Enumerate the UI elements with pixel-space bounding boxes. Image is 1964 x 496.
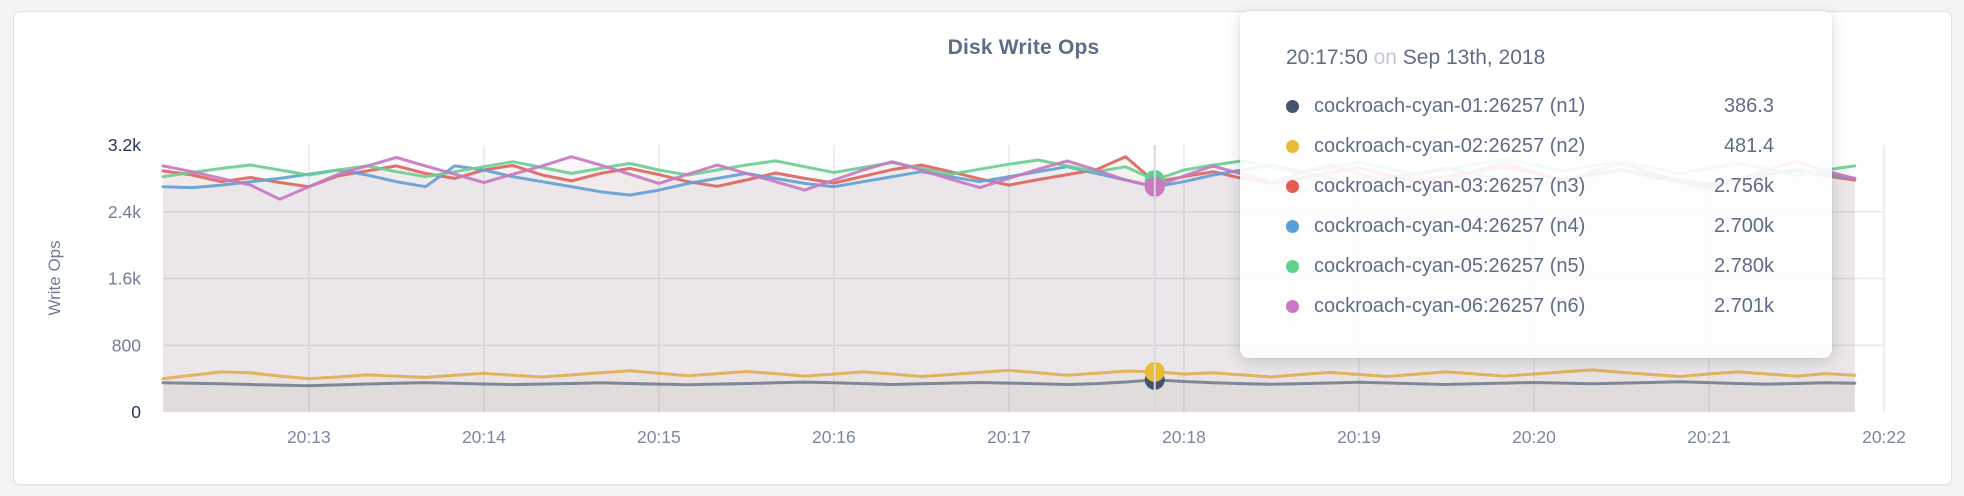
tooltip-series-value: 481.4 (1723, 134, 1774, 157)
x-axis-tick-label: 20:14 (462, 427, 506, 447)
tooltip-series-row: cockroach-cyan-04:26257 (n4) 2.700k (1286, 206, 1774, 246)
series-line-n2 (161, 368, 1857, 381)
tooltip-series-row: cockroach-cyan-02:26257 (n2) 481.4 (1286, 126, 1774, 166)
y-axis-tick-label: 2.4k (108, 202, 141, 222)
series-dot-icon (1286, 139, 1299, 153)
tooltip-timestamp: 20:17:50 on Sep 13th, 2018 (1286, 45, 1774, 71)
y-axis-tick-label: 1.6k (108, 269, 141, 289)
y-axis-title: Write Ops (45, 240, 64, 315)
x-axis-tick-label: 20:15 (637, 427, 681, 447)
tooltip-series-value: 2.756k (1713, 174, 1774, 197)
y-axis-tick-label: 800 (112, 335, 141, 355)
tooltip-series-label: cockroach-cyan-03:26257 (n3) (1314, 174, 1586, 197)
tooltip-connector: on (1373, 46, 1397, 69)
series-area-n2 (163, 369, 1855, 412)
tooltip-series-label: cockroach-cyan-02:26257 (n2) (1314, 134, 1586, 157)
tooltip-series-label: cockroach-cyan-05:26257 (n5) (1314, 254, 1586, 277)
x-axis-tick-label: 20:18 (1162, 427, 1206, 447)
tooltip-series-value: 2.780k (1713, 254, 1774, 277)
x-axis-tick-label: 20:13 (287, 427, 331, 447)
y-axis-tick-label: 0 (131, 402, 141, 422)
tooltip-series-value: 2.701k (1713, 294, 1774, 317)
series-dot-icon (1286, 219, 1299, 233)
x-axis-tick-label: 20:22 (1862, 427, 1906, 447)
series-line-n1 (161, 378, 1857, 388)
series-dot-icon (1286, 259, 1299, 273)
series-area-n1 (163, 379, 1855, 412)
x-axis-tick-label: 20:16 (812, 427, 856, 447)
x-axis-tick-label: 20:21 (1687, 427, 1731, 447)
series-dot-icon (1286, 99, 1299, 113)
chart-title: Disk Write Ops (947, 36, 1100, 59)
series-dot-icon (1286, 299, 1299, 313)
chart-tooltip: 20:17:50 on Sep 13th, 2018 cockroach-cya… (1240, 11, 1832, 358)
tooltip-series-row: cockroach-cyan-06:26257 (n6) 2.701k (1286, 286, 1774, 326)
tooltip-series-label: cockroach-cyan-01:26257 (n1) (1314, 94, 1586, 117)
tooltip-date: Sep 13th, 2018 (1402, 46, 1546, 69)
tooltip-series-label: cockroach-cyan-06:26257 (n6) (1314, 294, 1586, 317)
x-axis-tick-label: 20:17 (987, 427, 1031, 447)
tooltip-series-row: cockroach-cyan-01:26257 (n1) 386.3 (1286, 86, 1774, 126)
series-dot-icon (1286, 179, 1299, 193)
tooltip-series-label: cockroach-cyan-04:26257 (n4) (1314, 214, 1586, 237)
tooltip-time: 20:17:50 (1286, 46, 1368, 69)
tooltip-series-row: cockroach-cyan-03:26257 (n3) 2.756k (1286, 166, 1774, 206)
tooltip-series-value: 386.3 (1723, 94, 1774, 117)
y-axis-tick-label: 3.2k (108, 135, 141, 155)
tooltip-series-value: 2.700k (1713, 214, 1774, 237)
x-axis-tick-label: 20:20 (1512, 427, 1556, 447)
tooltip-series-row: cockroach-cyan-05:26257 (n5) 2.780k (1286, 246, 1774, 286)
x-axis-tick-label: 20:19 (1337, 427, 1381, 447)
